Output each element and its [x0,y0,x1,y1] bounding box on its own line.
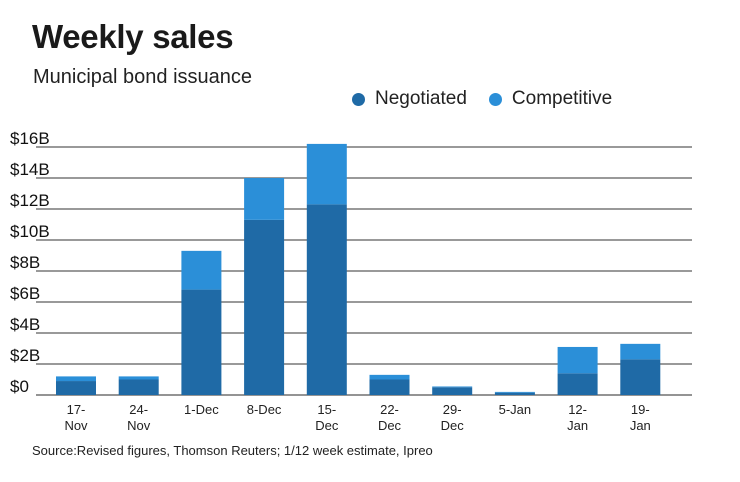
x-tick-label: 29- [443,402,462,417]
bar-competitive [306,143,347,205]
bar-competitive [244,178,285,220]
x-tick-label: 8-Dec [247,402,282,417]
bar-negotiated [181,289,222,395]
x-tick-label: Dec [441,418,465,433]
legend-label-negotiated: Negotiated [375,88,467,109]
bar-negotiated [56,381,96,395]
bar-competitive [620,343,661,360]
legend-item-competitive: Competitive [488,88,613,110]
bar-negotiated [369,379,410,395]
bar-negotiated [432,387,473,395]
bar-competitive [56,376,96,382]
y-tick-label: $4B [10,315,40,334]
source-note: Source:Revised figures, Thomson Reuters;… [32,443,433,458]
bar-negotiated [494,392,535,395]
legend: Negotiated Competitive [352,88,634,110]
bar-competitive [118,376,159,380]
y-tick-label: $0 [10,377,29,396]
y-tick-label: $6B [10,284,40,303]
x-tick-label: Nov [64,418,88,433]
y-tick-label: $2B [10,346,40,365]
x-tick-label: 17- [67,402,86,417]
bar-negotiated [306,204,347,395]
x-tick-label: 1-Dec [184,402,219,417]
x-tick-label: Jan [567,418,588,433]
x-tick-label: Jan [630,418,651,433]
legend-item-negotiated: Negotiated [352,88,467,110]
bar-competitive [432,386,473,388]
y-tick-label: $12B [10,191,50,210]
bar-competitive [557,346,598,374]
bar-competitive [369,374,410,380]
y-tick-label: $14B [10,160,50,179]
x-tick-label: Dec [315,418,339,433]
x-tick-label: 15- [317,402,336,417]
chart-title: Weekly sales [32,18,234,55]
x-tick-label: 19- [631,402,650,417]
x-tick-label: Nov [127,418,151,433]
y-tick-label: $10B [10,222,50,241]
y-tick-label: $16B [10,129,50,148]
bar-competitive [181,250,222,290]
bar-negotiated [244,219,285,395]
bar-negotiated [557,373,598,395]
legend-label-competitive: Competitive [511,88,613,109]
bar-negotiated [620,359,661,395]
chart-subtitle: Municipal bond issuance [33,66,253,88]
x-tick-label: 22- [380,402,399,417]
bar-competitive [494,391,535,393]
x-tick-label: 12- [568,402,587,417]
legend-swatch-competitive [488,92,502,106]
y-tick-label: $8B [10,253,40,272]
x-tick-label: 5-Jan [499,402,532,417]
x-tick-label: 24- [129,402,148,417]
x-tick-label: Dec [378,418,402,433]
bar-negotiated [118,379,159,395]
legend-swatch-negotiated [352,92,365,106]
